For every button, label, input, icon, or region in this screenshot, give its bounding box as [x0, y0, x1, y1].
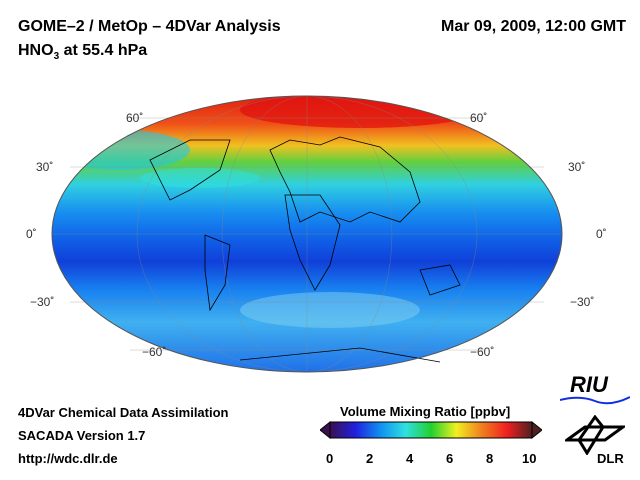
coastlines [149, 136, 461, 363]
colorbar-tick-label: 8 [486, 451, 494, 466]
graticule [52, 95, 562, 373]
lat-label-right-30: 30˚ [568, 160, 586, 174]
globe-border [51, 95, 563, 373]
colorbar-tick-label: 2 [366, 451, 374, 466]
colorbar-max-arrow [531, 420, 542, 440]
colorbar-tick-label: 6 [446, 451, 454, 466]
lat-label-right-0: 0˚ [596, 227, 607, 241]
colorbar-tick-label: 10 [522, 451, 537, 466]
colorbar-gradient [329, 421, 533, 439]
subtitle: HNO3 at 55.4 hPa [18, 42, 147, 62]
colorbar-tick-label: 0 [326, 451, 334, 466]
riu-logo-wave [560, 396, 630, 405]
title: GOME–2 / MetOp – 4DVar Analysis [18, 18, 281, 35]
datetime: Mar 09, 2009, 12:00 GMT [441, 18, 626, 35]
colorbar [320, 420, 542, 440]
species: HNO [18, 42, 54, 59]
colorbar-min-arrow [320, 420, 331, 440]
lat-label-right-m30: −30˚ [570, 295, 595, 309]
lat-label-left-m60: −60˚ [142, 345, 167, 359]
colorbar-title: Volume Mixing Ratio [ppbv] [340, 404, 511, 419]
footer-line1: 4DVar Chemical Data Assimilation [18, 405, 229, 420]
riu-logo: RIU [570, 372, 608, 397]
lat-label-left-0: 0˚ [26, 227, 37, 241]
lat-label-left-60: 60˚ [126, 111, 144, 125]
footer-link[interactable]: http://wdc.dlr.de [18, 451, 118, 466]
level: at 55.4 hPa [59, 42, 148, 59]
dlr-logo-icon [565, 415, 625, 455]
lat-label-right-m60: −60˚ [470, 345, 495, 359]
lat-label-left-30: 30˚ [36, 160, 54, 174]
species-subscript: 3 [53, 51, 60, 63]
footer-line2: SACADA Version 1.7 [18, 428, 146, 443]
lat-label-right-60: 60˚ [470, 111, 488, 125]
dlr-logo-text: DLR [597, 451, 624, 466]
lat-label-left-m30: −30˚ [30, 295, 55, 309]
colorbar-tick-label: 4 [406, 451, 414, 466]
